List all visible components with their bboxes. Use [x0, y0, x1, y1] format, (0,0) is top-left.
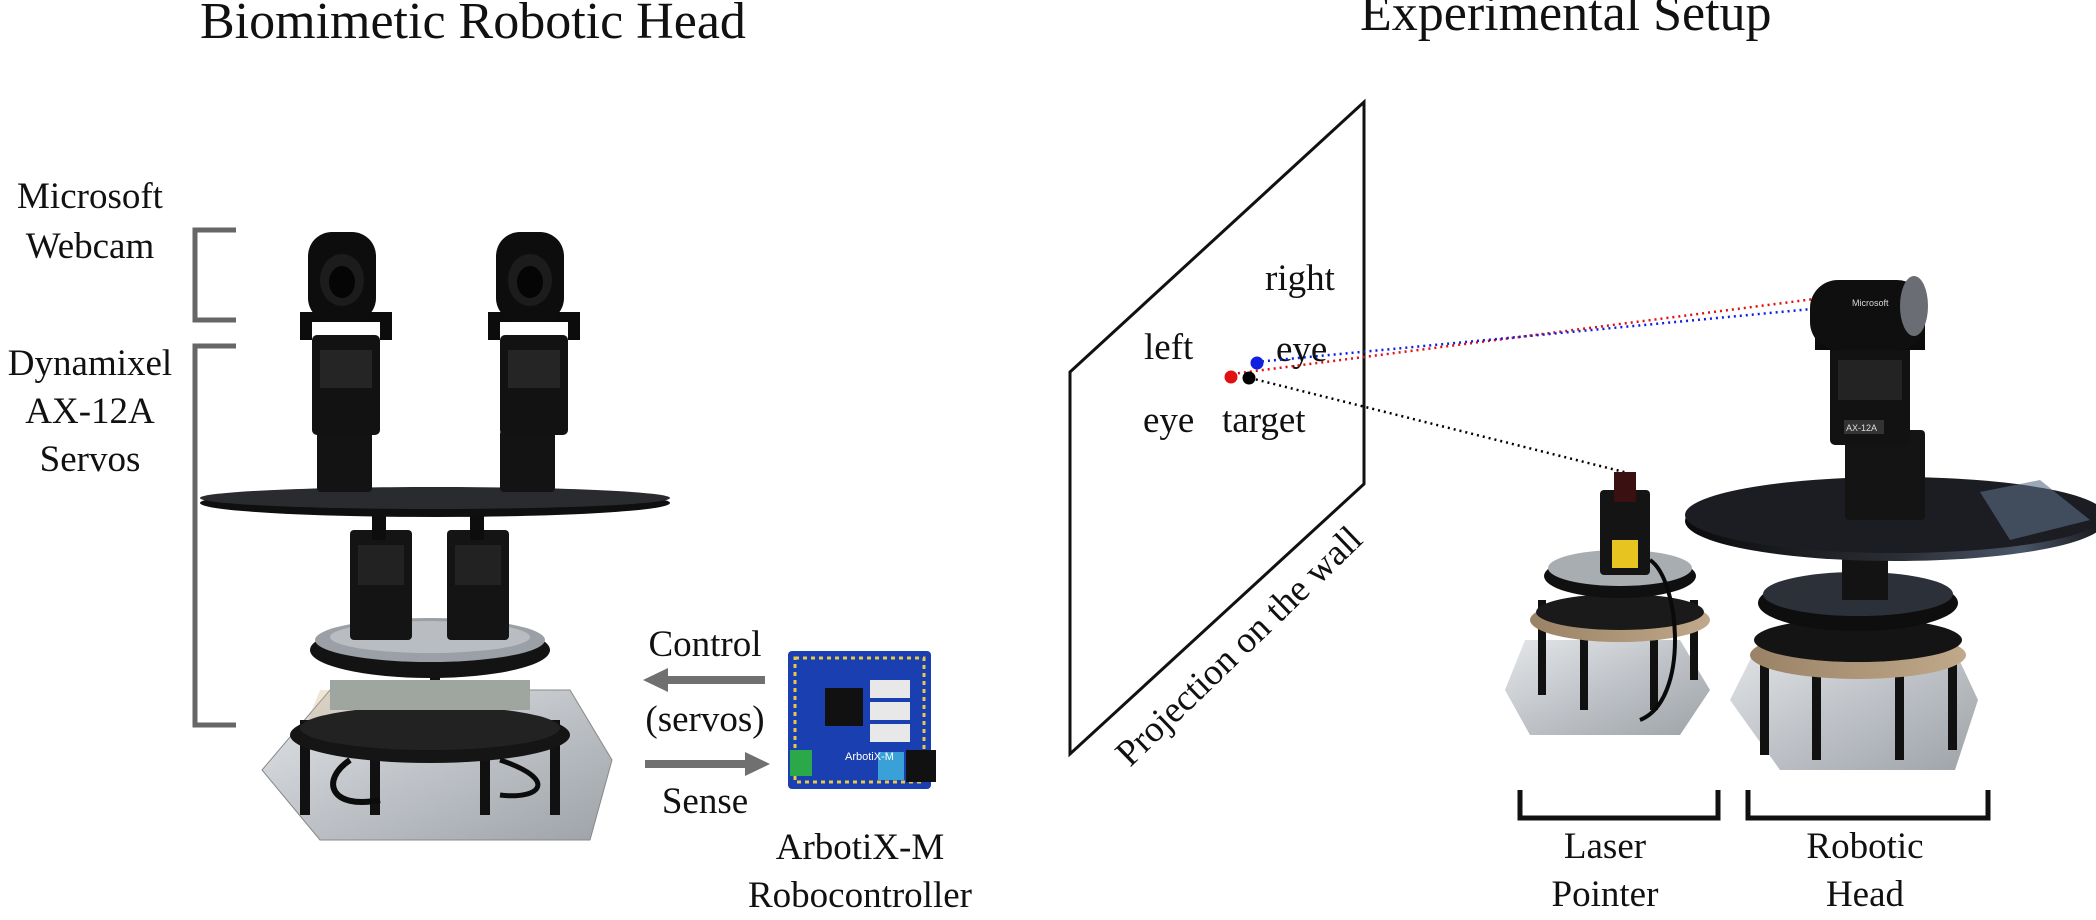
controller-label: ArbotiX-M Robocontroller: [720, 824, 1000, 920]
head-label-line1: Robotic: [1806, 826, 1924, 867]
control-label: Control: [648, 624, 762, 665]
servos-label: (servos): [645, 699, 765, 740]
laser-label: Laser Pointer: [1505, 823, 1705, 919]
board-print-text: ArbotiX-M: [845, 751, 894, 763]
laser-label-line1: Laser: [1563, 826, 1647, 867]
laser-pointer-image: [1505, 472, 1710, 735]
camera-brand-text: Microsoft: [1852, 298, 1889, 308]
arbotix-board-image: ArbotiX-M: [788, 651, 936, 789]
head-bracket: [1745, 790, 1991, 821]
webcam-label-line1: Microsoft: [17, 176, 163, 217]
laser-beam-line: [1249, 376, 1633, 476]
controller-label-line1: ArbotiX-M: [775, 827, 945, 868]
target-label: target: [1222, 400, 1306, 441]
robotic-head-setup-image: AX-12A Microsoft: [1685, 276, 2096, 770]
sense-label: Sense: [661, 781, 749, 822]
left-eye-label-line2: eye: [1143, 400, 1195, 441]
servo-print-text: AX-12A: [1846, 423, 1877, 433]
webcam-label: Microsoft Webcam: [0, 172, 180, 272]
control-arrow: [643, 668, 765, 692]
servo-label: Dynamixel AX-12A Servos: [0, 340, 180, 484]
right-eye-label-line1: right: [1265, 258, 1335, 299]
target-dot: [1242, 371, 1256, 385]
webcam-label-line2: Webcam: [25, 226, 155, 267]
controller-label-line2: Robocontroller: [747, 875, 972, 916]
servo-label-line3: Servos: [39, 439, 141, 480]
servo-label-line2: AX-12A: [25, 391, 155, 432]
left-eye-label-line1: left: [1144, 327, 1194, 368]
right-eye-label-line2: eye: [1276, 329, 1328, 370]
head-label-line2: Head: [1825, 874, 1905, 915]
right-eye-gaze-line: [1255, 306, 1823, 364]
left-panel-title: Biomimetic Robotic Head: [200, 0, 746, 50]
sense-arrow: [645, 752, 770, 776]
wall-plane: [1068, 98, 1366, 758]
robotic-head-image: [200, 232, 670, 841]
left-eye-dot: [1224, 370, 1238, 384]
head-label: Robotic Head: [1750, 823, 1980, 919]
laser-label-line2: Pointer: [1551, 874, 1659, 915]
laser-bracket: [1517, 790, 1721, 821]
left-eye-gaze-line: [1231, 296, 1823, 376]
servo-label-line1: Dynamixel: [7, 343, 173, 384]
right-eye-dot: [1250, 356, 1264, 370]
servo-bracket: [192, 343, 236, 728]
right-panel-title: Experimental Setup: [1360, 0, 1772, 42]
webcam-bracket: [192, 227, 236, 323]
